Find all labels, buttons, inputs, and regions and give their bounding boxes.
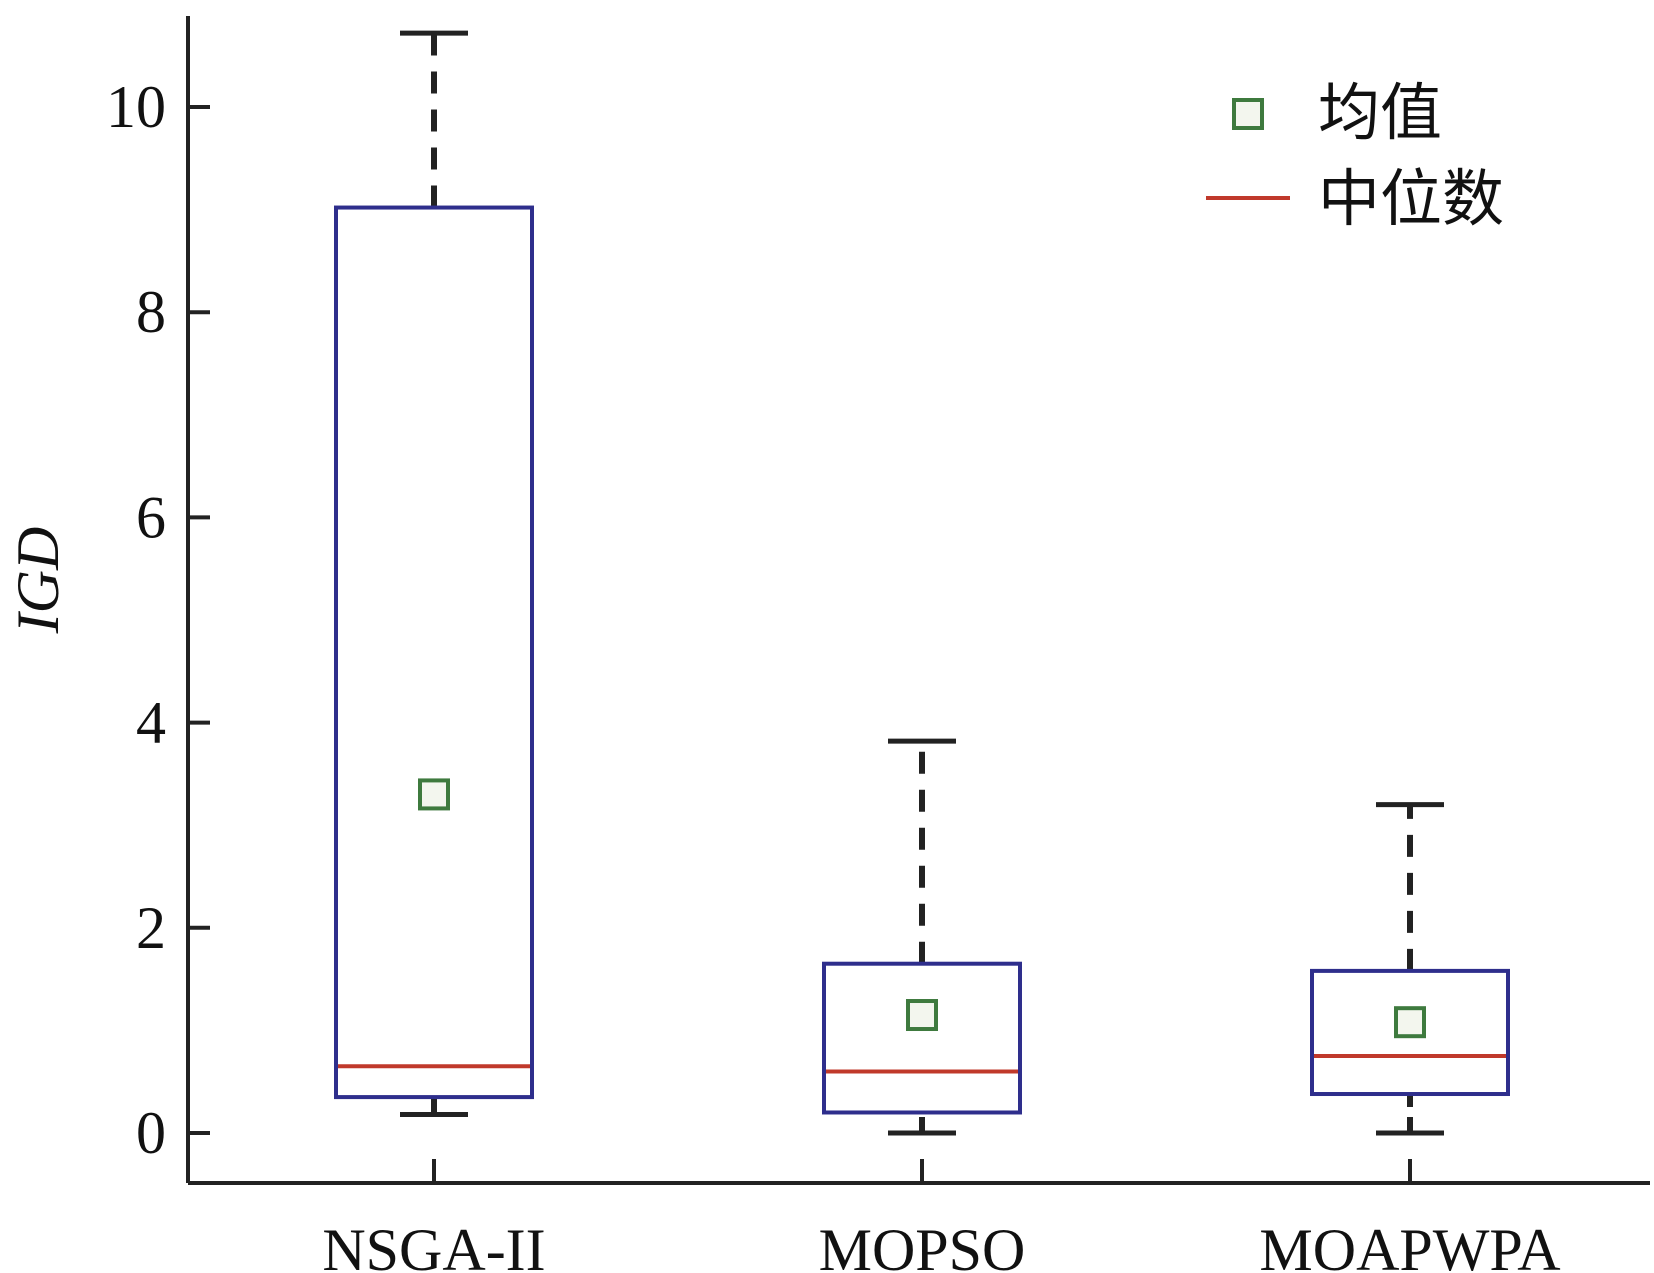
x-tick-label: MOPSO xyxy=(819,1217,1026,1273)
legend-median-label: 中位数 xyxy=(1318,162,1504,235)
box-group xyxy=(334,30,534,1118)
iqr-box xyxy=(822,961,1022,1115)
legend-mean-marker xyxy=(1232,98,1264,130)
box-group xyxy=(1310,802,1510,1136)
mean-marker xyxy=(906,999,938,1032)
x-tick-label: NSGA-II xyxy=(322,1217,545,1273)
iqr-box xyxy=(334,205,534,1100)
mean-marker xyxy=(1394,1006,1426,1039)
y-tick-label: 8 xyxy=(136,279,166,345)
y-tick-label: 6 xyxy=(136,484,166,550)
boxes xyxy=(334,30,1510,1136)
y-axis-title: IGD xyxy=(5,527,71,635)
y-tick-label: 4 xyxy=(136,690,166,756)
box-group xyxy=(822,738,1022,1136)
x-tick-label: MOAPWPA xyxy=(1259,1217,1560,1273)
axes: 0 2 4 6 8 10 NSGA-II MOPSO MOAPWPA xyxy=(106,16,1650,1273)
legend-mean-label: 均值 xyxy=(1318,76,1442,149)
y-tick-label: 0 xyxy=(136,1100,166,1166)
y-tick-label: 10 xyxy=(106,74,166,140)
y-tick-label: 2 xyxy=(136,895,166,961)
mean-marker xyxy=(418,778,450,811)
